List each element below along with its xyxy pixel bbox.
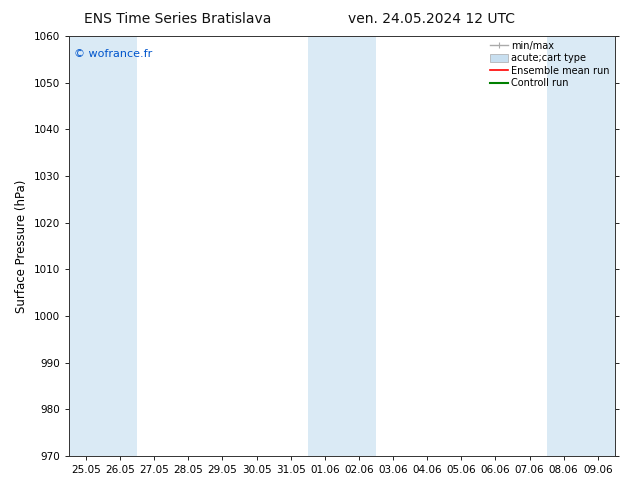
Legend: min/max, acute;cart type, Ensemble mean run, Controll run: min/max, acute;cart type, Ensemble mean … [488, 39, 612, 90]
Bar [103, 36, 137, 456]
Bar [307, 36, 342, 456]
Y-axis label: Surface Pressure (hPa): Surface Pressure (hPa) [15, 179, 28, 313]
Text: © wofrance.fr: © wofrance.fr [74, 49, 153, 59]
Text: ven. 24.05.2024 12 UTC: ven. 24.05.2024 12 UTC [347, 12, 515, 26]
Bar [342, 36, 376, 456]
Bar [547, 36, 581, 456]
Bar [581, 36, 615, 456]
Text: ENS Time Series Bratislava: ENS Time Series Bratislava [84, 12, 271, 26]
Bar [69, 36, 103, 456]
